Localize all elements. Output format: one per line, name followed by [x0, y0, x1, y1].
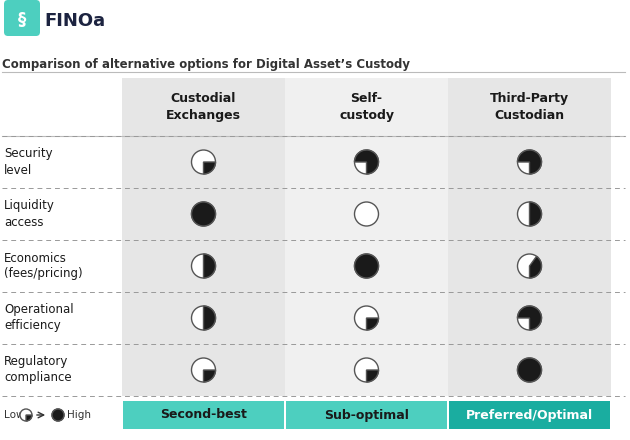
- Text: Third-Party
Custodian: Third-Party Custodian: [490, 92, 569, 122]
- Bar: [285, 78, 448, 396]
- Circle shape: [517, 358, 542, 382]
- Circle shape: [517, 202, 542, 226]
- Wedge shape: [203, 254, 215, 278]
- Circle shape: [355, 150, 379, 174]
- Circle shape: [517, 358, 542, 382]
- Text: Economics
(fees/pricing): Economics (fees/pricing): [4, 252, 83, 281]
- Circle shape: [52, 409, 64, 421]
- Circle shape: [355, 254, 379, 278]
- Bar: [449, 401, 610, 429]
- Text: Comparison of alternative options for Digital Asset’s Custody: Comparison of alternative options for Di…: [2, 58, 410, 71]
- Text: Custodial
Exchanges: Custodial Exchanges: [166, 92, 241, 122]
- Circle shape: [192, 202, 215, 226]
- Bar: [286, 401, 447, 429]
- Text: Second-best: Second-best: [160, 408, 247, 422]
- Circle shape: [192, 150, 215, 174]
- Text: Liquidity
access: Liquidity access: [4, 199, 55, 228]
- Circle shape: [517, 254, 542, 278]
- Circle shape: [192, 202, 215, 226]
- Text: : : [21, 19, 23, 21]
- Text: §: §: [18, 11, 26, 29]
- Text: FINOa: FINOa: [44, 12, 105, 30]
- Wedge shape: [203, 162, 215, 174]
- Bar: [122, 78, 285, 396]
- Circle shape: [355, 358, 379, 382]
- Circle shape: [192, 306, 215, 330]
- Text: High: High: [67, 410, 91, 420]
- Text: Self-
custody: Self- custody: [339, 92, 394, 122]
- Circle shape: [517, 306, 542, 330]
- Bar: [123, 401, 284, 429]
- Wedge shape: [367, 318, 379, 330]
- FancyBboxPatch shape: [4, 0, 40, 36]
- Wedge shape: [203, 306, 215, 330]
- Text: Preferred/Optimal: Preferred/Optimal: [466, 408, 593, 422]
- Text: Sub-optimal: Sub-optimal: [324, 408, 409, 422]
- Text: Low: Low: [4, 410, 25, 420]
- Circle shape: [192, 254, 215, 278]
- Text: Security
level: Security level: [4, 147, 53, 176]
- Bar: [448, 78, 611, 396]
- Circle shape: [355, 254, 379, 278]
- Circle shape: [517, 150, 542, 174]
- Wedge shape: [203, 370, 215, 382]
- Text: Operational
efficiency: Operational efficiency: [4, 304, 74, 333]
- Circle shape: [52, 409, 64, 421]
- Circle shape: [192, 358, 215, 382]
- Wedge shape: [367, 370, 379, 382]
- Wedge shape: [517, 306, 542, 330]
- Circle shape: [355, 306, 379, 330]
- Wedge shape: [529, 202, 542, 226]
- Wedge shape: [26, 415, 32, 421]
- Circle shape: [20, 409, 32, 421]
- Wedge shape: [355, 150, 379, 174]
- Circle shape: [355, 202, 379, 226]
- Wedge shape: [529, 256, 542, 278]
- Text: Regulatory
compliance: Regulatory compliance: [4, 356, 72, 385]
- Wedge shape: [517, 150, 542, 174]
